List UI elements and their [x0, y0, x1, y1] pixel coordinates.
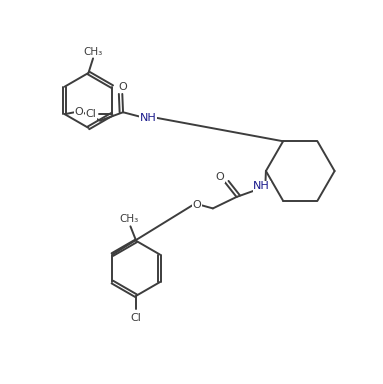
Text: CH₃: CH₃ — [83, 46, 103, 56]
Text: O: O — [119, 82, 128, 92]
Text: Cl: Cl — [131, 313, 142, 323]
Text: NH: NH — [253, 181, 270, 191]
Text: CH₃: CH₃ — [119, 215, 138, 225]
Text: O: O — [193, 200, 201, 210]
Text: O: O — [215, 172, 224, 182]
Text: O: O — [75, 107, 83, 117]
Text: NH: NH — [140, 113, 157, 123]
Text: Cl: Cl — [85, 109, 96, 119]
